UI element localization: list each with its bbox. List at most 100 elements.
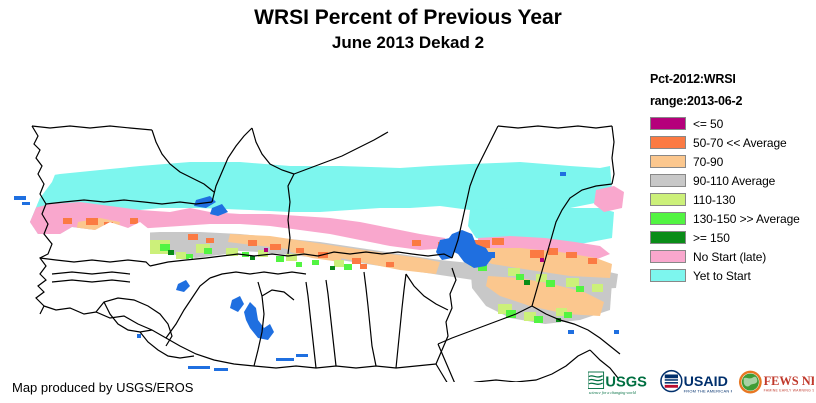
border-benin (363, 271, 377, 367)
legend-swatch-8 (650, 269, 686, 282)
legend-item-4[interactable]: 110-130 (648, 191, 816, 208)
legend-label-1: 50-70 << Average (693, 135, 787, 150)
map-credit: Map produced by USGS/EROS (12, 380, 194, 395)
legend-item-5[interactable]: 130-150 >> Average (648, 210, 816, 227)
border-niger-chad (451, 125, 499, 259)
border-chad-sudan (531, 183, 613, 307)
map-canvas[interactable] (0, 62, 640, 382)
river-bit-6 (488, 252, 495, 258)
legend-swatch-6 (650, 231, 686, 244)
legend-swatch-7 (650, 250, 686, 263)
class-70-90-c (486, 276, 604, 316)
river-bit-3 (194, 196, 216, 208)
border-mauritania (45, 199, 213, 205)
border-algeria-e (293, 131, 389, 175)
class-under-50 (264, 248, 544, 262)
river-bit-2 (22, 202, 30, 205)
legend-swatch-1 (650, 136, 686, 149)
usaid-tagline: FROM THE AMERICAN PEOPLE (684, 388, 732, 393)
fewsnet-globe-icon (738, 370, 762, 394)
border-nigeria-int (405, 273, 449, 311)
border-sierraleone (103, 301, 153, 333)
west-africa-map[interactable] (0, 62, 640, 382)
border-burkina-n (205, 253, 319, 259)
legend-label-5: 130-150 >> Average (693, 211, 800, 226)
legend-header: Pct-2012:WRSI (650, 72, 736, 86)
border-chad-libya (497, 125, 613, 129)
legend-swatch-3 (650, 174, 686, 187)
legend-swatch-4 (650, 193, 686, 206)
usgs-tagline: science for a changing world (589, 390, 637, 395)
coast-water-4 (296, 354, 308, 357)
legend-item-2[interactable]: 70-90 (648, 153, 816, 170)
legend-item-0[interactable]: <= 50 (648, 115, 816, 132)
border-togo (325, 279, 337, 367)
class-no-start-late-d (594, 186, 624, 212)
gambia-border (51, 271, 131, 275)
legend-swatch-0 (650, 117, 686, 130)
class-no-start-late (18, 202, 450, 250)
lake-small-1 (568, 330, 574, 334)
coast-water-1 (188, 366, 210, 369)
coast-water-2 (214, 368, 228, 371)
lake-volta-2 (230, 296, 244, 312)
border-car-e (589, 349, 619, 379)
legend-label-0: <= 50 (693, 116, 724, 131)
usaid-logo[interactable]: USAID FROM THE AMERICAN PEOPLE (660, 368, 732, 398)
border-libya-sudan (611, 125, 615, 185)
border-wsahara (31, 125, 153, 131)
legend-range: range:2013-06-2 (650, 94, 743, 108)
legend-label-6: >= 150 (693, 230, 730, 245)
legend-swatch-5 (650, 212, 686, 225)
gambia-border-2 (51, 279, 131, 283)
legend-label-3: 90-110 Average (693, 173, 776, 188)
lake-small-3 (137, 334, 141, 338)
legend-item-3[interactable]: 90-110 Average (648, 172, 816, 189)
river-bit-4 (210, 204, 228, 216)
map-legend: Pct-2012:WRSI range:2013-06-2 <= 50 50-7… (648, 72, 816, 286)
border-niger-nigeria (411, 253, 453, 259)
page-title: WRSI Percent of Previous Year (254, 6, 562, 29)
usgs-logo[interactable]: USGS science for a changing world (588, 368, 654, 398)
legend-label-4: 110-130 (693, 192, 736, 207)
border-mali-ne (317, 251, 413, 257)
border-sudan-s (531, 305, 621, 355)
class-70-90-e (290, 242, 344, 262)
legend-item-7[interactable]: No Start (late) (648, 248, 816, 265)
legend-item-1[interactable]: 50-70 << Average (648, 134, 816, 151)
lake-small-2 (614, 330, 619, 334)
fewsnet-wordmark: FEWS NET (764, 374, 814, 388)
border-nigeria-w (395, 273, 407, 369)
coast-guinea (43, 305, 255, 367)
border-algeria-w (151, 129, 215, 193)
legend-swatch-2 (650, 155, 686, 168)
border-ivorycoast (165, 277, 211, 339)
border-ivorycoast-e (253, 281, 265, 367)
legend-label-8: Yet to Start (693, 268, 751, 283)
legend-label-7: No Start (late) (693, 249, 767, 264)
border-chad-car (437, 305, 533, 345)
border-liberia (139, 331, 195, 359)
legend-item-8[interactable]: Yet to Start (648, 267, 816, 284)
coast-gulf (253, 363, 437, 369)
river-bit-1 (14, 196, 26, 200)
usaid-seal-icon (660, 369, 683, 393)
border-mali-s (149, 257, 207, 267)
logo-strip: USGS science for a changing world USAID … (588, 367, 814, 399)
lake-volta (244, 302, 274, 340)
border-ghana-w (261, 289, 295, 301)
fewsnet-logo[interactable]: FEWS NET FAMINE EARLY WARNING SYSTEMS NE… (738, 368, 814, 398)
coast-water-3 (276, 358, 294, 361)
usaid-wordmark: USAID (684, 374, 728, 390)
fewsnet-tagline: FAMINE EARLY WARNING SYSTEMS NETWORK (764, 389, 814, 393)
border-mali-n (211, 127, 253, 203)
border-car-s (472, 349, 591, 382)
class-70-90-b (478, 248, 612, 278)
border-cameroon-car (437, 343, 455, 382)
usgs-wordmark: USGS (605, 375, 647, 391)
border-ghana-e (305, 281, 317, 369)
usgs-wave-mark (588, 371, 605, 389)
legend-label-2: 70-90 (693, 154, 724, 169)
legend-item-6[interactable]: >= 150 (648, 229, 816, 246)
